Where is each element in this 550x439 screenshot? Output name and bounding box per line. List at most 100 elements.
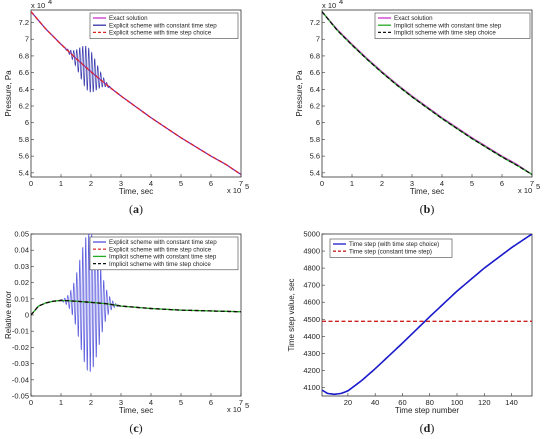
x-tick-label: 4 xyxy=(440,179,444,188)
x-exponent-power: 5 xyxy=(536,182,540,191)
caption-close-paren: ) xyxy=(139,202,143,216)
caption-letter: b xyxy=(424,202,431,216)
y-axis-label: Pressure, Pa xyxy=(295,70,304,117)
legend-entry: Explicit scheme with time step choice xyxy=(109,30,212,37)
y-tick-label: 0.05 xyxy=(14,230,29,239)
x-tick-label: 0 xyxy=(29,398,33,407)
x-tick-label: 6 xyxy=(209,179,213,188)
y-exponent: x 10 xyxy=(322,1,336,10)
caption-letter: a xyxy=(133,202,139,216)
caption-open-paren: ( xyxy=(420,202,424,216)
legend-box xyxy=(89,236,239,271)
y-tick-label: 4800 xyxy=(303,264,320,273)
y-tick-label: 6.4 xyxy=(310,85,320,94)
y-tick-label: 6.6 xyxy=(310,68,320,77)
panel-a: 5.4 5.6 5.8 6 6.2 6.4 6.6 6.8 7 7.2 0 1 2 3 4 5 6 7 Time, … xyxy=(4,0,249,216)
y-tick-label: 6 xyxy=(316,118,320,127)
y-tick-label: 4700 xyxy=(303,281,320,290)
x-tick-label: 3 xyxy=(119,398,123,407)
x-axis-label: Time, sec xyxy=(410,187,444,196)
y-tick-label: 5.4 xyxy=(19,168,29,177)
y-tick-label: 6.6 xyxy=(19,68,29,77)
x-exponent: x 10 xyxy=(227,405,241,414)
x-tick-label: 140 xyxy=(505,398,518,407)
x-tick-label: 1 xyxy=(350,179,354,188)
legend-entry: Implicit scheme with time step choice xyxy=(109,261,211,268)
plot-area xyxy=(321,233,533,397)
x-tick-label: 5 xyxy=(179,398,183,407)
x-tick-label: 3 xyxy=(410,179,414,188)
y-tick-label: 5000 xyxy=(303,230,320,239)
y-tick-label: 6.8 xyxy=(19,51,29,60)
y-axis-label: Pressure, Pa xyxy=(4,70,13,117)
x-exponent: x 10 xyxy=(518,186,532,195)
y-tick-label: 5.6 xyxy=(19,152,29,161)
x-tick-label: 7 xyxy=(530,179,534,188)
x-tick-label: 100 xyxy=(451,398,464,407)
y-tick-label: 6.2 xyxy=(19,102,29,111)
panel-c: -0.05 -0.04 -0.03 -0.02 -0.01 0 0.01 0.02 0.03 0.… xyxy=(4,230,249,436)
y-tick-label: 0.03 xyxy=(14,262,29,271)
y-tick-label: -0.04 xyxy=(12,375,29,384)
y-tick-label: 4300 xyxy=(303,349,320,358)
y-tick-label: 7 xyxy=(316,35,320,44)
x-tick-label: 2 xyxy=(380,179,384,188)
series-line-2 xyxy=(31,11,241,175)
caption-open-paren: ( xyxy=(129,421,133,435)
series-line-1 xyxy=(322,234,532,396)
legend-entry: Explicit scheme with time step choice xyxy=(109,246,212,253)
legend-box xyxy=(374,12,531,39)
y-tick-label: 4900 xyxy=(303,247,320,256)
y-tick-label: 0.02 xyxy=(14,278,29,287)
y-tick-label: 6.4 xyxy=(19,85,29,94)
y-tick-label: 4200 xyxy=(303,366,320,375)
x-tick-label: 120 xyxy=(478,398,491,407)
legend-entry: Implicit scheme with constant time step xyxy=(394,22,502,29)
x-tick-label: 2 xyxy=(89,398,93,407)
x-tick-label: 4 xyxy=(149,179,153,188)
x-tick-label: 60 xyxy=(398,398,406,407)
panel-b: 5.4 5.6 5.8 6 6.2 6.4 6.6 6.8 7 7.2 0 1 2 3 4 5 6 7 Time, … xyxy=(295,0,540,216)
x-tick-label: 1 xyxy=(59,398,63,407)
caption-open-paren: ( xyxy=(129,202,133,216)
y-tick-label: -0.02 xyxy=(12,343,29,352)
legend-entry: Exact solution xyxy=(394,15,433,22)
y-tick-label: 5.8 xyxy=(19,135,29,144)
legend-box xyxy=(329,238,453,258)
legend-entry: Exact solution xyxy=(109,15,148,22)
y-axis-label: Time step value, sec xyxy=(287,278,296,351)
y-tick-label: -0.05 xyxy=(12,392,29,401)
x-exponent: x 10 xyxy=(227,186,241,195)
x-tick-label: 5 xyxy=(179,179,183,188)
legend-entry: Explicit scheme with constant time step xyxy=(109,239,217,246)
y-tick-label: 4600 xyxy=(303,298,320,307)
legend-entry: Explicit scheme with constant time step xyxy=(109,22,217,29)
y-exponent-power: 4 xyxy=(339,0,343,6)
panel-caption: (a) xyxy=(129,202,143,216)
y-tick-label: 5.8 xyxy=(310,135,320,144)
y-exponent-power: 4 xyxy=(48,0,52,6)
panel-d: 4100 4200 4300 4400 4500 4600 4700 4800 4900 5000… xyxy=(287,230,533,435)
y-tick-label: 4500 xyxy=(303,315,320,324)
y-tick-label: 6 xyxy=(25,118,29,127)
series-line-4 xyxy=(31,299,241,316)
caption-close-paren: ) xyxy=(430,202,434,216)
x-axis-label: Time step number xyxy=(395,406,460,415)
y-tick-label: 5.4 xyxy=(310,168,320,177)
x-tick-label: 7 xyxy=(239,179,243,188)
y-tick-label: 0 xyxy=(25,311,29,320)
y-tick-label: 7.2 xyxy=(310,18,320,27)
caption-letter: d xyxy=(424,421,431,435)
caption-close-paren: ) xyxy=(430,421,434,435)
caption-open-paren: ( xyxy=(420,421,424,435)
y-axis-label: Relative error xyxy=(4,291,13,339)
y-tick-label: 4100 xyxy=(303,383,320,392)
legend-entry: Implicit scheme with time step choice xyxy=(394,30,496,37)
x-tick-label: 6 xyxy=(500,179,504,188)
y-tick-label: 0.01 xyxy=(14,294,29,303)
x-tick-label: 2 xyxy=(89,179,93,188)
x-tick-label: 40 xyxy=(371,398,379,407)
x-tick-label: 3 xyxy=(119,179,123,188)
x-exponent-power: 5 xyxy=(245,182,249,191)
